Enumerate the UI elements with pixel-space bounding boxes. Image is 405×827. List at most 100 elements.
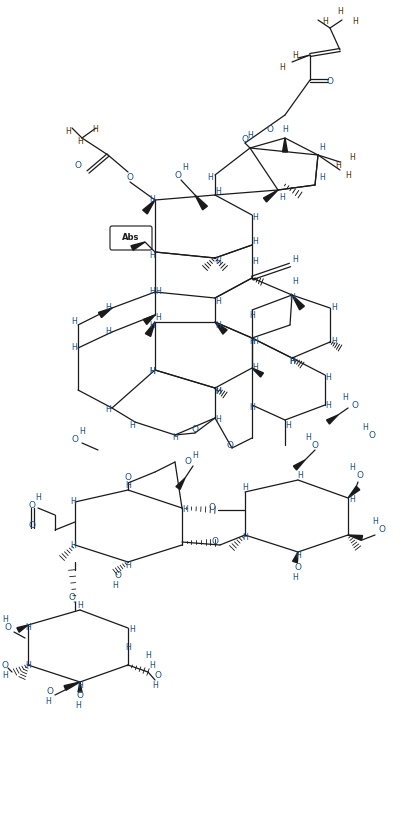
Text: O: O (68, 594, 75, 603)
Text: H: H (279, 194, 285, 203)
Text: O: O (72, 436, 79, 444)
Text: H: H (152, 681, 158, 690)
Text: H: H (207, 174, 213, 183)
Text: H: H (247, 131, 253, 140)
Text: H: H (331, 304, 337, 313)
Polygon shape (131, 242, 145, 251)
Text: O: O (379, 525, 386, 534)
Text: H: H (25, 624, 31, 633)
Text: H: H (289, 357, 295, 366)
Text: H: H (129, 625, 135, 634)
Text: O: O (266, 126, 273, 135)
Polygon shape (292, 295, 305, 310)
Polygon shape (326, 415, 338, 424)
Text: H: H (71, 343, 77, 352)
Text: H: H (149, 367, 155, 376)
Text: H: H (292, 256, 298, 265)
Text: H: H (282, 126, 288, 135)
Text: H: H (70, 541, 76, 549)
Polygon shape (143, 200, 155, 214)
Polygon shape (252, 368, 263, 377)
Text: O: O (185, 457, 192, 466)
Text: O: O (77, 691, 83, 700)
Text: H: H (215, 321, 221, 329)
Polygon shape (78, 682, 82, 692)
Text: H: H (105, 304, 111, 313)
Text: H: H (105, 327, 111, 337)
Text: H: H (337, 7, 343, 17)
Text: H: H (325, 400, 331, 409)
Text: H: H (215, 257, 221, 266)
Text: O: O (311, 441, 318, 450)
Text: H: H (79, 428, 85, 437)
Text: H: H (331, 337, 337, 347)
Text: H: H (342, 394, 348, 403)
Text: H: H (252, 364, 258, 372)
Text: H: H (292, 50, 298, 60)
Text: H: H (372, 518, 378, 527)
Text: O: O (28, 500, 36, 509)
Text: H: H (319, 174, 325, 183)
Text: H: H (297, 471, 303, 480)
Polygon shape (348, 486, 360, 498)
Text: H: H (322, 17, 328, 26)
Text: H: H (2, 615, 8, 624)
Text: O: O (126, 174, 134, 183)
Text: O: O (115, 571, 122, 580)
Text: O: O (124, 474, 132, 482)
Text: O: O (369, 431, 375, 439)
Text: H: H (292, 278, 298, 286)
Text: H: H (215, 188, 221, 197)
Text: H: H (172, 433, 178, 442)
Text: O: O (226, 441, 234, 450)
Text: H: H (242, 484, 248, 493)
Text: H: H (349, 463, 355, 472)
Polygon shape (215, 322, 227, 334)
Text: H: H (252, 213, 258, 222)
Text: O: O (4, 624, 11, 633)
Text: H: H (362, 423, 368, 433)
Text: H: H (279, 64, 285, 73)
Text: H: H (129, 420, 135, 429)
Text: O: O (294, 563, 301, 572)
Text: H: H (125, 643, 131, 653)
Text: H: H (292, 573, 298, 582)
Text: H: H (249, 337, 255, 347)
Text: H: H (215, 415, 221, 424)
Text: H: H (149, 195, 155, 204)
Polygon shape (143, 315, 155, 324)
Text: H: H (105, 405, 111, 414)
Text: H: H (25, 661, 31, 670)
Text: H: H (285, 420, 291, 429)
Text: H: H (215, 388, 221, 396)
Text: O: O (28, 520, 36, 529)
Polygon shape (348, 535, 362, 541)
Text: H: H (125, 480, 131, 490)
Polygon shape (264, 190, 278, 202)
Text: O: O (326, 78, 333, 87)
Text: H: H (192, 451, 198, 460)
Text: H: H (149, 367, 155, 376)
Polygon shape (64, 682, 80, 691)
Polygon shape (17, 625, 28, 632)
Text: H: H (305, 433, 311, 442)
Text: H: H (215, 388, 221, 396)
Polygon shape (195, 195, 207, 210)
Polygon shape (145, 322, 155, 337)
Text: H: H (349, 154, 355, 162)
Text: H: H (325, 374, 331, 383)
Text: O: O (241, 136, 249, 145)
FancyBboxPatch shape (110, 226, 152, 250)
Text: O: O (192, 426, 198, 434)
Text: H: H (295, 551, 301, 560)
Text: O: O (356, 471, 364, 480)
Text: H: H (77, 681, 83, 690)
Text: O: O (75, 160, 81, 170)
Text: O: O (154, 671, 162, 680)
Text: H: H (182, 505, 188, 514)
Text: H: H (2, 671, 8, 680)
Text: H: H (252, 237, 258, 246)
Polygon shape (98, 308, 112, 318)
Text: H: H (182, 164, 188, 173)
Polygon shape (292, 552, 298, 562)
